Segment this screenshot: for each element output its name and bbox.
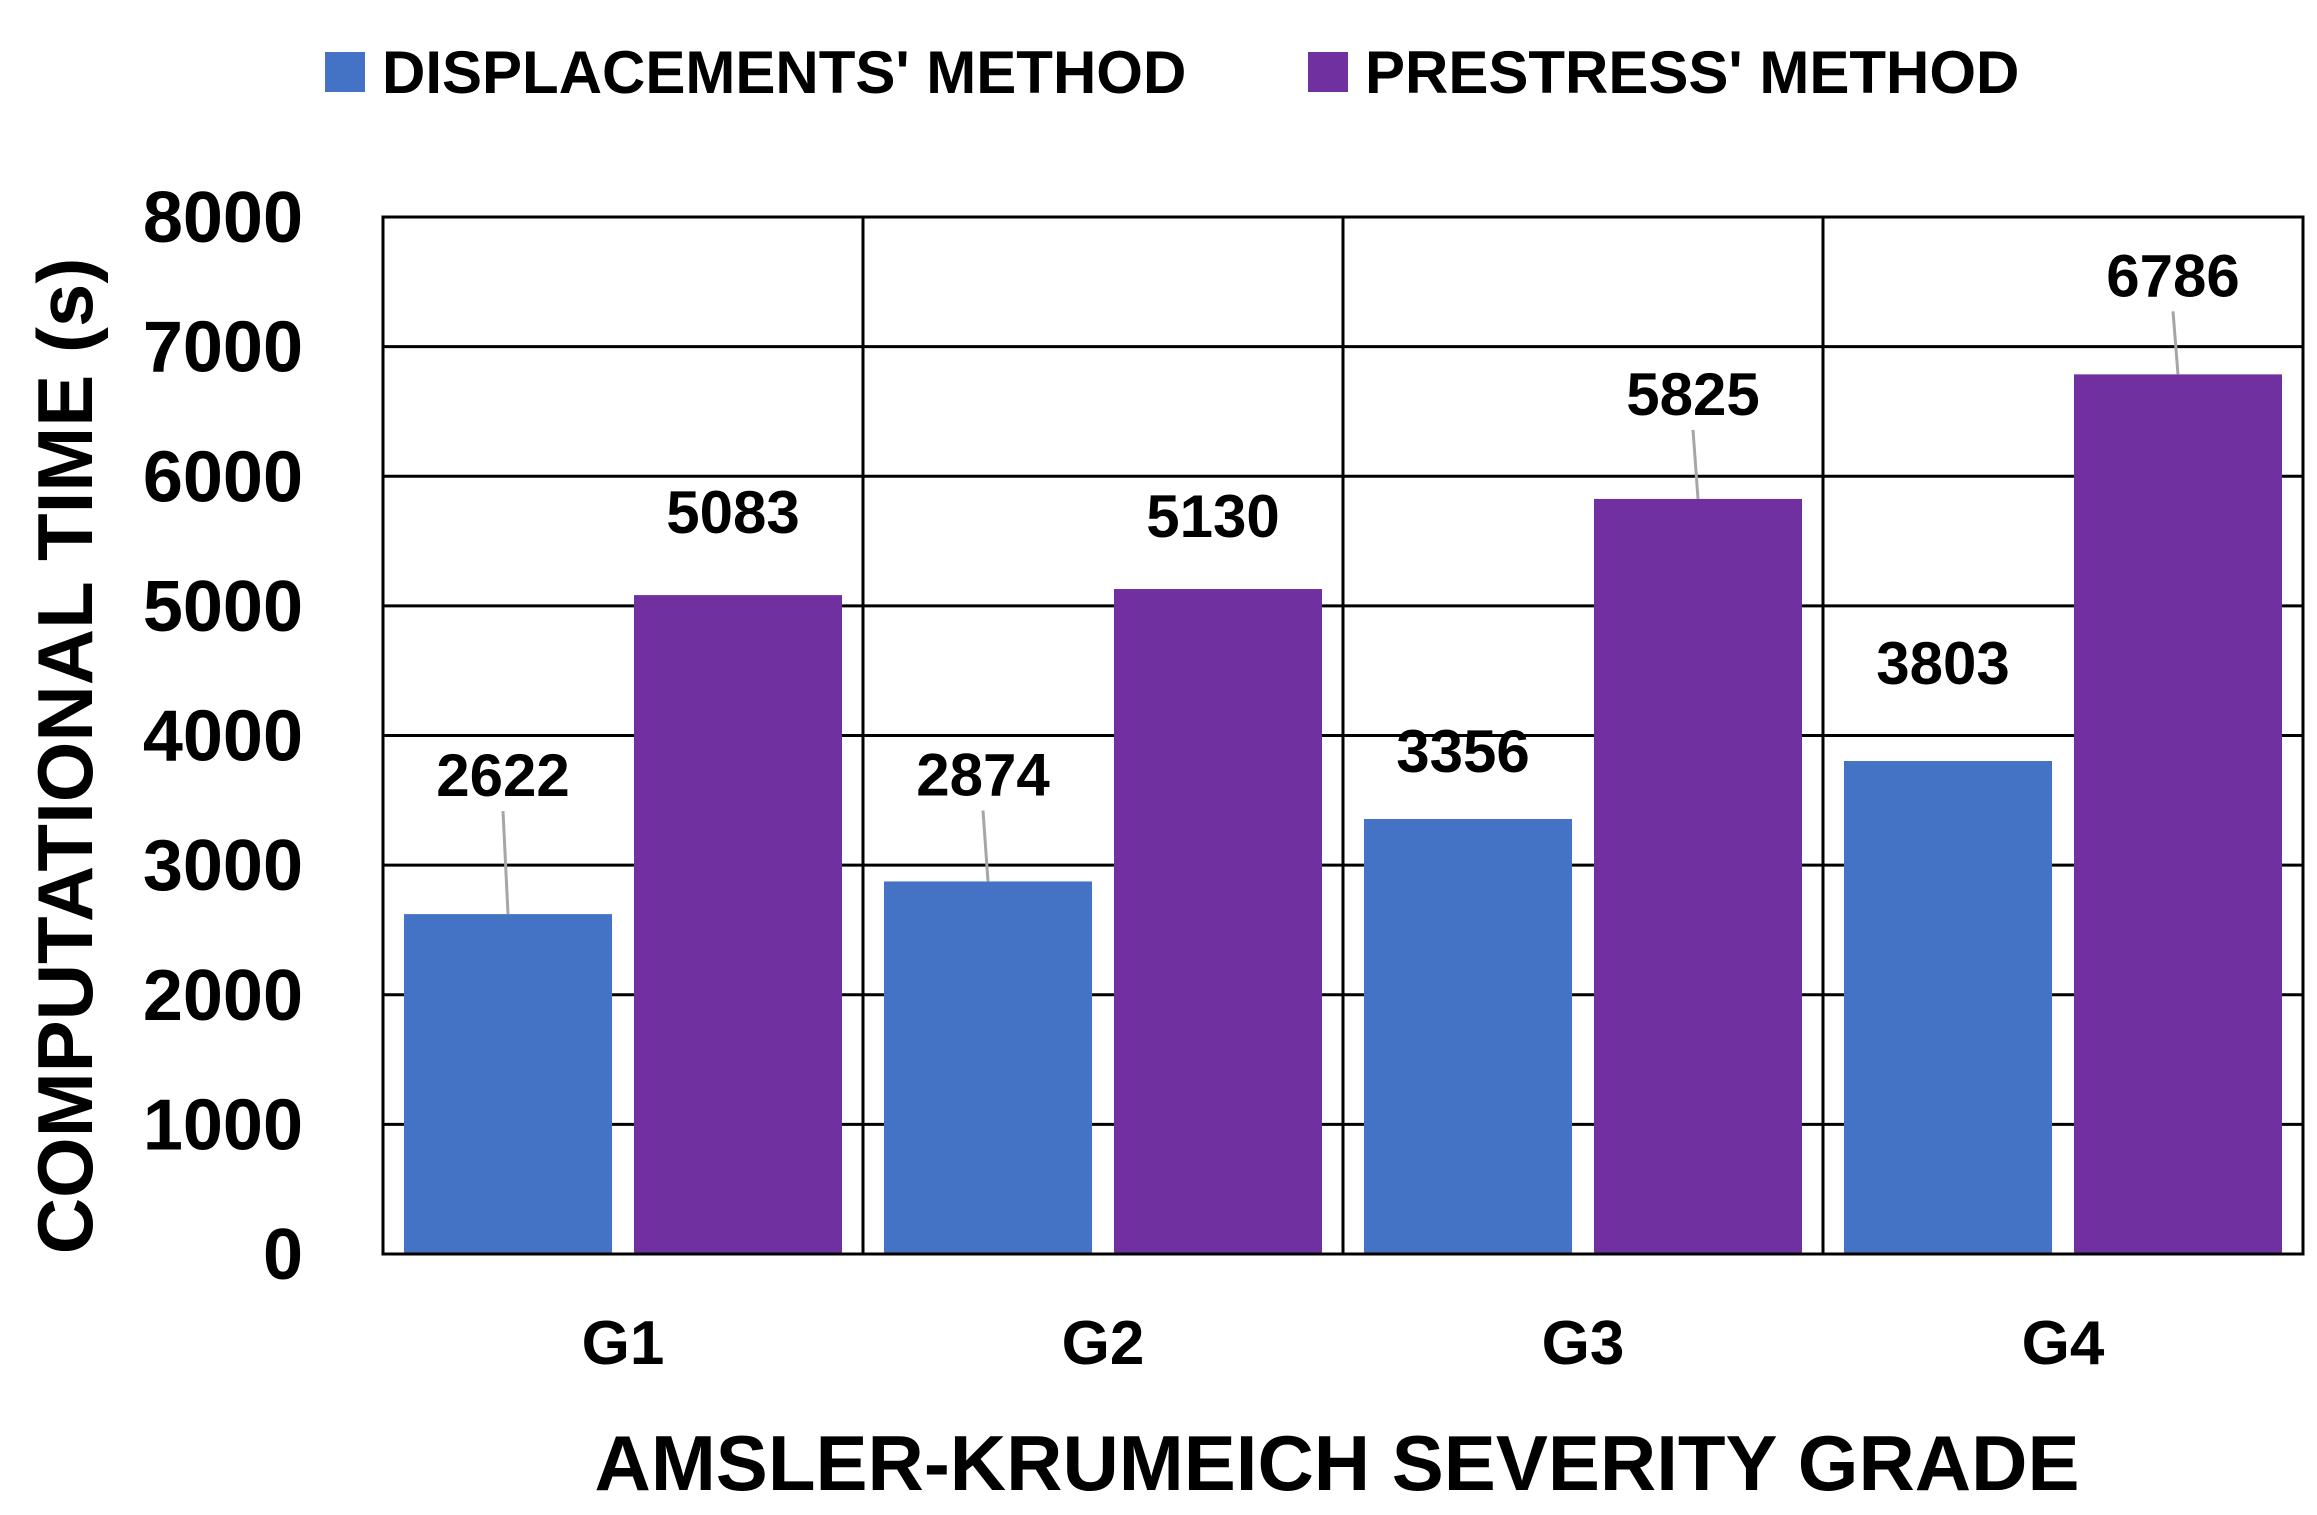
bar-g4-prestress-method <box>2074 374 2282 1254</box>
data-label-g1-displacements-method: 2622 <box>436 742 569 809</box>
y-tick-label-6000: 6000 <box>143 437 303 517</box>
x-axis-ticks: G1 G2 G3 G4 <box>582 1309 2105 1378</box>
data-label-leader <box>981 810 990 882</box>
bar-g2-displacements-method <box>884 881 1092 1254</box>
data-label-g4-displacements-method: 3803 <box>1876 630 2009 697</box>
x-tick-label-g3: G3 <box>1542 1309 1625 1378</box>
y-axis-ticks: 0 1000 2000 3000 4000 5000 6000 7000 8000 <box>143 178 303 1295</box>
legend-swatch-displacements-method <box>325 52 365 92</box>
x-tick-label-g1: G1 <box>582 1309 665 1378</box>
data-label-leader <box>2171 311 2180 375</box>
legend-swatch-prestress-method <box>1308 52 1348 92</box>
bar-g4-displacements-method <box>1844 761 2052 1254</box>
data-label-leader <box>1691 429 1700 500</box>
y-tick-label-4000: 4000 <box>143 697 303 777</box>
bar-g3-prestress-method <box>1594 498 1802 1254</box>
data-label-leader <box>501 811 510 915</box>
y-tick-label-7000: 7000 <box>143 308 303 388</box>
bar-g3-displacements-method <box>1364 818 1572 1254</box>
legend: DISPLACEMENTS' METHOD PRESTRESS' METHOD <box>325 39 2019 106</box>
data-label-g3-prestress-method: 5825 <box>1626 361 1759 428</box>
bar-g1-prestress-method <box>634 595 842 1254</box>
y-axis-title: COMPUTATIONAL TIME (s) <box>21 258 109 1255</box>
x-axis-title: AMSLER-KRUMEICH SEVERITY GRADE <box>594 1419 2079 1507</box>
data-label-leaders <box>501 311 2180 915</box>
y-tick-label-2000: 2000 <box>143 956 303 1036</box>
data-label-g3-displacements-method: 3356 <box>1396 718 1529 785</box>
x-tick-label-g2: G2 <box>1062 1309 1145 1378</box>
y-tick-label-3000: 3000 <box>143 826 303 906</box>
plot-area-border <box>381 215 2305 1256</box>
y-tick-label-0: 0 <box>263 1215 303 1295</box>
y-tick-label-8000: 8000 <box>143 178 303 258</box>
y-tick-label-5000: 5000 <box>143 567 303 647</box>
data-labels: 2622 5083 2874 5130 3356 5825 3803 6786 <box>436 242 2239 809</box>
data-label-g2-prestress-method: 5130 <box>1146 483 1279 550</box>
bar-g2-prestress-method <box>1114 589 1322 1254</box>
bars <box>404 374 2282 1254</box>
y-tick-label-1000: 1000 <box>143 1085 303 1165</box>
legend-label-displacements-method: DISPLACEMENTS' METHOD <box>382 39 1186 106</box>
data-label-g4-prestress-method: 6786 <box>2106 242 2239 309</box>
bar-g1-displacements-method <box>404 914 612 1254</box>
plot-frame <box>381 215 2305 1256</box>
x-tick-label-g4: G4 <box>2022 1309 2105 1378</box>
data-label-g2-displacements-method: 2874 <box>916 741 1050 808</box>
data-label-g1-prestress-method: 5083 <box>666 479 799 546</box>
legend-label-prestress-method: PRESTRESS' METHOD <box>1365 39 2019 106</box>
